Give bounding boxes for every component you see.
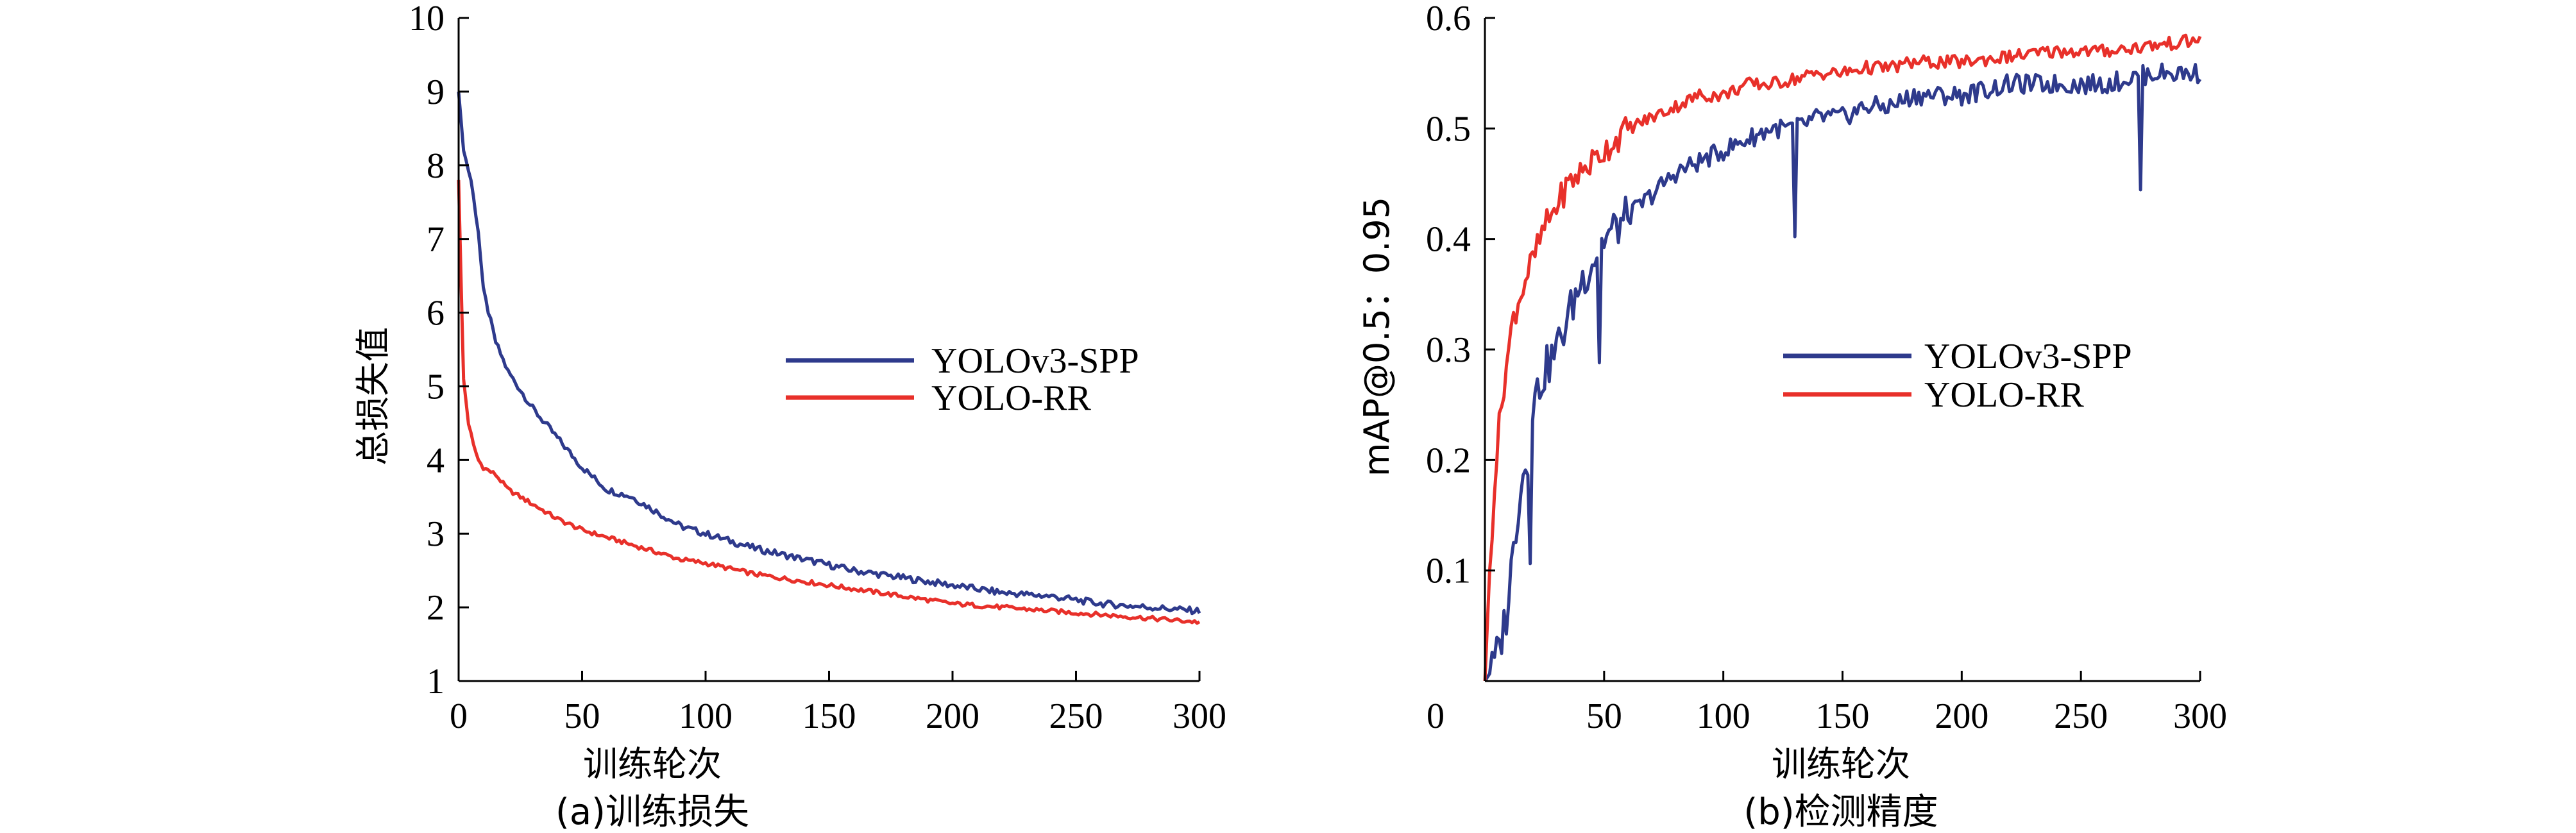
chart-a-ticks: 0 50 100 150 200 250 300 1 2 3 4 5 6 7 8 9 10	[409, 0, 1226, 736]
chart-b-y-tick-label: 0.5	[1426, 109, 1471, 149]
chart-a-y-tick-label: 3	[427, 514, 445, 554]
chart-a-series-line-2	[457, 180, 1201, 625]
chart-a-y-tick-label: 8	[427, 146, 445, 186]
chart-a-x-tick-label: 50	[564, 696, 600, 736]
chart-a-y-tick-label: 5	[427, 367, 445, 407]
chart-a-series-line-1	[457, 91, 1201, 616]
chart-b-series-group	[1483, 33, 2202, 682]
chart-a-y-tick-label: 1	[427, 662, 445, 702]
chart-a-y-tick-label: 4	[427, 441, 445, 480]
chart-b-y-tick-label: 0.4	[1426, 220, 1471, 260]
chart-b-series-line-1	[1483, 62, 2202, 682]
chart-b-y-tick-label: 0.6	[1426, 0, 1471, 38]
chart-b-x-tick-label: 200	[1935, 696, 1988, 736]
chart-b-x-tick-label: 100	[1697, 696, 1750, 736]
chart-a-x-tick-label: 0	[450, 696, 468, 736]
chart-a-legend-label-1: YOLOv3-SPP	[931, 341, 1139, 381]
chart-a-x-tick-label: 250	[1049, 696, 1103, 736]
chart-b-y-tick-label: 0.3	[1426, 330, 1471, 370]
chart-b-x-tick-label: 50	[1586, 696, 1622, 736]
chart-detection-accuracy: 50 100 150 200 250 300 0.1 0.2 0.3 0.4 0.5 0.6 0 训练…	[1357, 0, 2227, 833]
chart-b-x-tick-label: 150	[1816, 696, 1870, 736]
chart-a-x-label: 训练轮次	[583, 744, 722, 784]
chart-a-y-tick-label: 2	[427, 588, 445, 628]
chart-b-y-tick-label: 0.2	[1426, 441, 1471, 480]
chart-b-legend-label-2: YOLO-RR	[1924, 375, 2085, 415]
chart-b-x-label: 训练轮次	[1772, 744, 1910, 784]
chart-a-x-tick-label: 300	[1173, 696, 1226, 736]
chart-b-x-tick-label: 250	[2054, 696, 2108, 736]
chart-b-series-line-2	[1483, 33, 2202, 682]
chart-a-legend: YOLOv3-SPP YOLO-RR	[786, 341, 1139, 418]
chart-a-x-tick-label: 150	[802, 696, 856, 736]
chart-a-caption: (a)训练损失	[555, 791, 749, 833]
chart-a-x-tick-label: 100	[679, 696, 733, 736]
chart-b-x-tick-label: 300	[2173, 696, 2227, 736]
chart-a-y-tick-label: 7	[427, 220, 445, 260]
chart-a-x-tick-label: 200	[926, 696, 979, 736]
chart-a-legend-label-2: YOLO-RR	[931, 378, 1092, 418]
chart-b-legend-label-1: YOLOv3-SPP	[1924, 337, 2132, 376]
chart-a-y-tick-label: 10	[409, 0, 445, 38]
chart-a-y-tick-label: 6	[427, 294, 445, 333]
chart-a-y-tick-label: 9	[427, 72, 445, 112]
chart-b-ticks: 50 100 150 200 250 300 0.1 0.2 0.3 0.4 0.5 0.6	[1426, 0, 2227, 736]
chart-b-caption: (b)检测精度	[1743, 791, 1938, 833]
chart-a-series-group	[457, 91, 1201, 625]
chart-b-legend: YOLOv3-SPP YOLO-RR	[1783, 337, 2132, 415]
chart-b-y-label: mAP@0.5：0.95	[1357, 197, 1397, 476]
chart-b-y-tick-label: 0.1	[1426, 551, 1471, 591]
chart-b-origin-label: 0	[1427, 696, 1445, 736]
chart-a-y-label: 总损失值	[353, 327, 393, 466]
